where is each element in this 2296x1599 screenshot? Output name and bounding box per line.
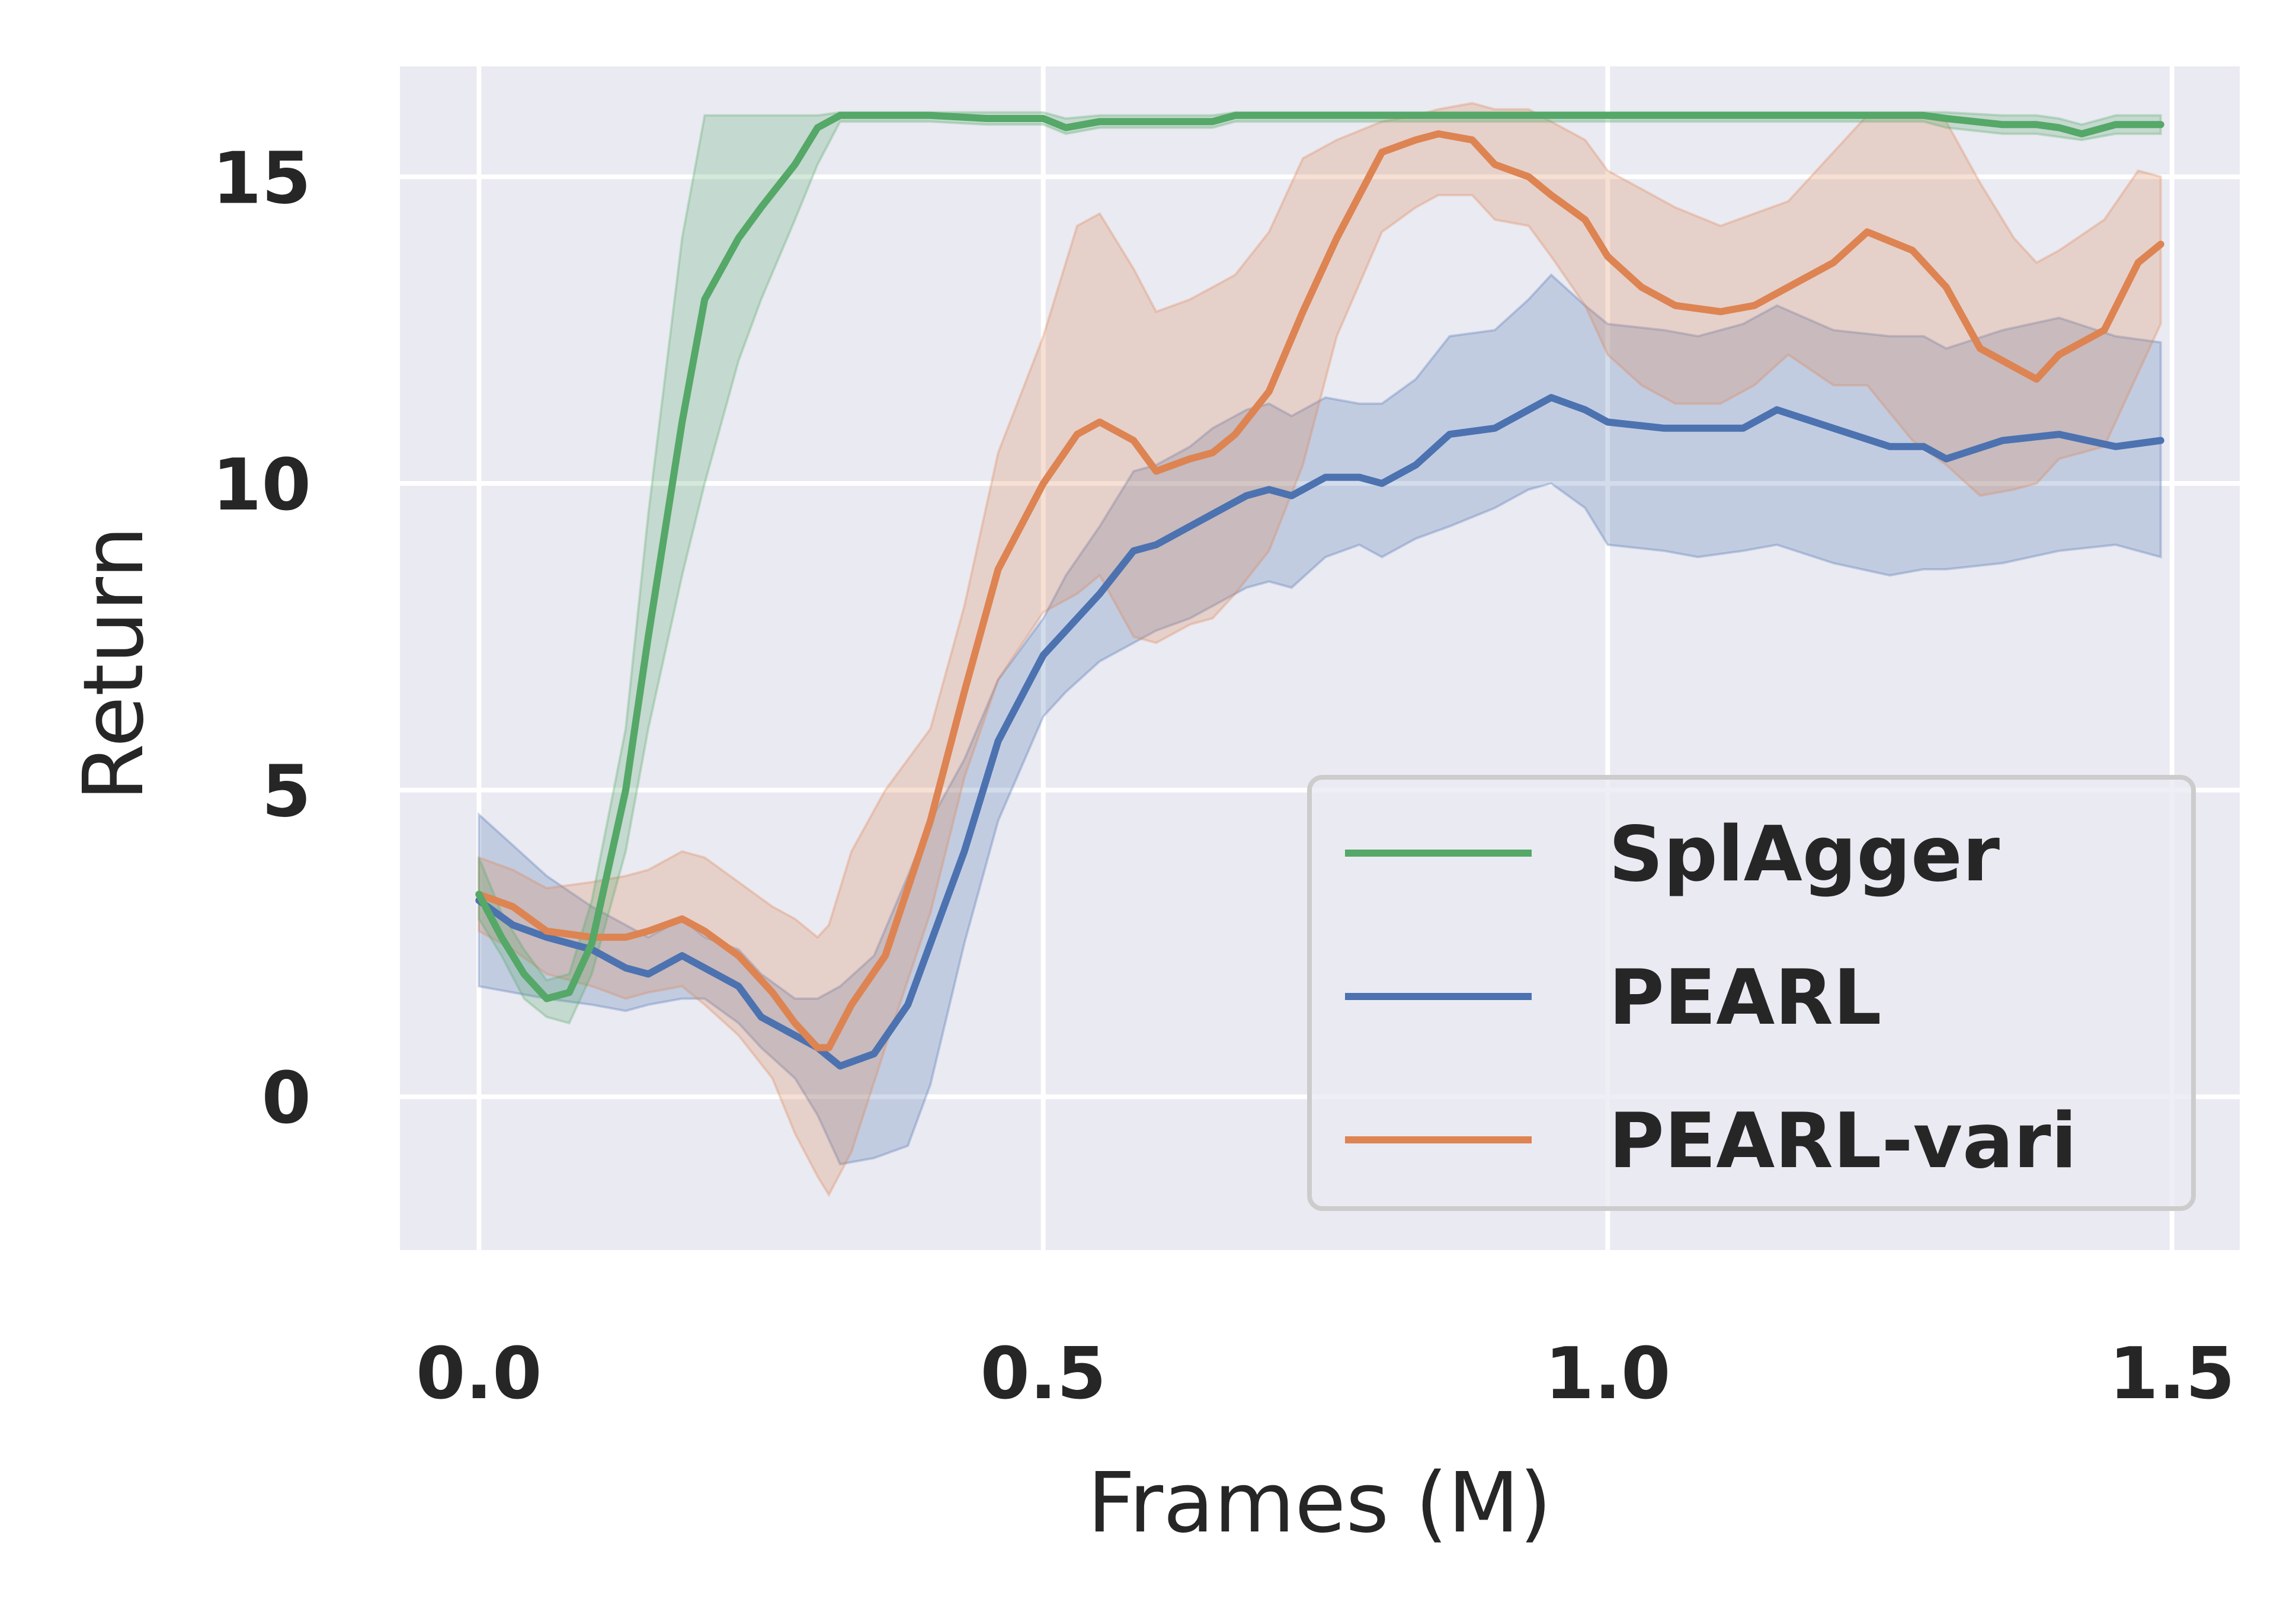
legend-label-pearl-vari: PEARL-vari — [1609, 1097, 2077, 1185]
pearl-band — [478, 273, 2162, 1166]
series-lines — [475, 111, 2164, 1070]
x-axis-label: Frames (M) — [1087, 1455, 1552, 1552]
legend-label-splagger: SplAgger — [1609, 810, 2000, 899]
y-tick-label: 10 — [212, 444, 311, 527]
splagger-band — [478, 111, 2162, 1025]
legend: SplAgger PEARL PEARL-vari — [1307, 775, 2196, 1211]
y-tick-label: 5 — [262, 751, 312, 834]
x-tick-labels: 0.0 0.5 1.0 1.5 — [416, 1333, 2235, 1415]
splagger-line — [475, 111, 2164, 1002]
pearl-vari-line — [475, 130, 2164, 1052]
y-tick-label: 0 — [262, 1058, 312, 1140]
legend-label-pearl: PEARL — [1609, 954, 1881, 1042]
pearl-line — [475, 394, 2164, 1070]
y-tick-labels: 0 5 10 15 — [212, 137, 311, 1140]
y-axis-label: Return — [66, 526, 162, 802]
x-tick-label: 0.0 — [416, 1333, 542, 1415]
x-tick-label: 0.5 — [981, 1333, 1107, 1415]
x-tick-label: 1.0 — [1545, 1333, 1671, 1415]
y-tick-label: 15 — [212, 137, 311, 220]
legend-box — [1307, 775, 2196, 1211]
x-tick-label: 1.5 — [2109, 1333, 2235, 1415]
